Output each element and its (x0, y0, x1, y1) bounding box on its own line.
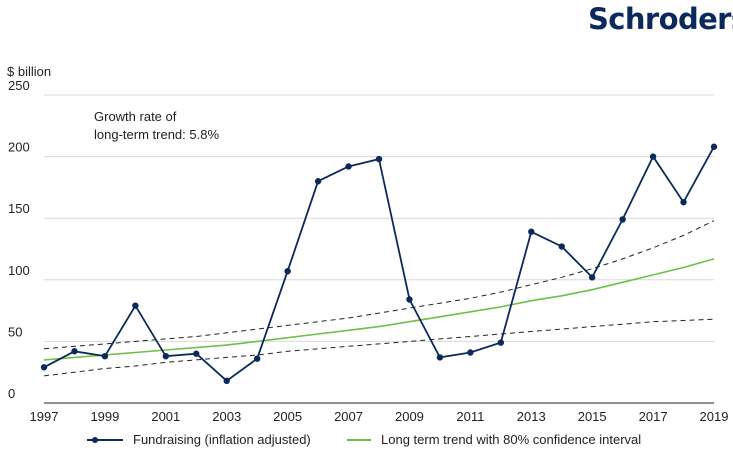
fundraising-point (710, 143, 718, 150)
fundraising-point (649, 153, 657, 160)
fundraising-point (467, 349, 474, 356)
fundraising-point (284, 267, 291, 275)
fundraising-point (132, 302, 139, 309)
fundraising-point (528, 228, 535, 235)
x-tick-label: 2003 (212, 409, 241, 424)
x-tick-label: 2017 (639, 409, 668, 424)
fundraising-point (619, 216, 626, 223)
legend-fundraising-marker-icon (87, 436, 123, 443)
legend-item-fundraising: Fundraising (inflation adjusted) (85, 432, 311, 447)
confidence-bound-line (43, 318, 715, 377)
legend-trend-label: Long term trend with 80% confidence inte… (381, 432, 642, 447)
x-tick-label: 2001 (151, 409, 180, 424)
fundraising-point (314, 178, 322, 185)
x-tick-label: 2009 (395, 409, 424, 424)
x-tick-label: 2007 (334, 409, 363, 424)
x-tick-label: 1999 (90, 409, 119, 424)
fundraising-point (101, 352, 109, 360)
y-tick-label: 100 (8, 263, 30, 278)
fundraising-point (558, 243, 565, 250)
x-tick-label: 2019 (700, 409, 729, 424)
fundraising-point (588, 274, 596, 281)
fundraising-point (345, 163, 352, 170)
fundraising-point (40, 364, 48, 371)
legend-item-trend: Long term trend with 80% confidence inte… (345, 432, 641, 447)
y-tick-label: 250 (8, 78, 30, 93)
fundraising-point (71, 348, 78, 355)
fundraising-point (406, 296, 413, 303)
x-tick-label: 2005 (273, 409, 302, 424)
y-axis-unit-label: $ billion (7, 64, 52, 79)
annotation-line-2: long-term trend: 5.8% (94, 127, 220, 142)
fundraising-point (497, 339, 505, 346)
y-tick-label: 150 (8, 201, 30, 216)
x-tick-label: 2011 (456, 409, 484, 424)
fundraising-point (223, 377, 230, 385)
fundraising-point (375, 155, 383, 163)
trend-line (43, 258, 715, 361)
y-tick-label: 200 (8, 140, 30, 155)
y-tick-label: 0 (8, 386, 15, 401)
legend-fundraising-label: Fundraising (inflation adjusted) (133, 432, 311, 447)
fundraising-point (253, 355, 261, 362)
legend-trend-line-icon (347, 438, 371, 441)
annotation-line-1: Growth rate of (94, 109, 177, 124)
schroders-logo: Schroders (588, 2, 733, 36)
x-tick-label: 2013 (517, 409, 546, 424)
y-tick-label: 50 (8, 324, 22, 339)
fundraising-point (193, 350, 200, 357)
fundraising-point (436, 354, 444, 361)
fundraising-point (680, 198, 687, 206)
fundraising-line (43, 146, 715, 382)
x-tick-label: 2015 (578, 409, 607, 424)
growth-rate-annotation: Growth rate of long-term trend: 5.8% (94, 108, 219, 144)
fundraising-point (162, 352, 170, 360)
x-tick-label: 1997 (30, 409, 59, 424)
